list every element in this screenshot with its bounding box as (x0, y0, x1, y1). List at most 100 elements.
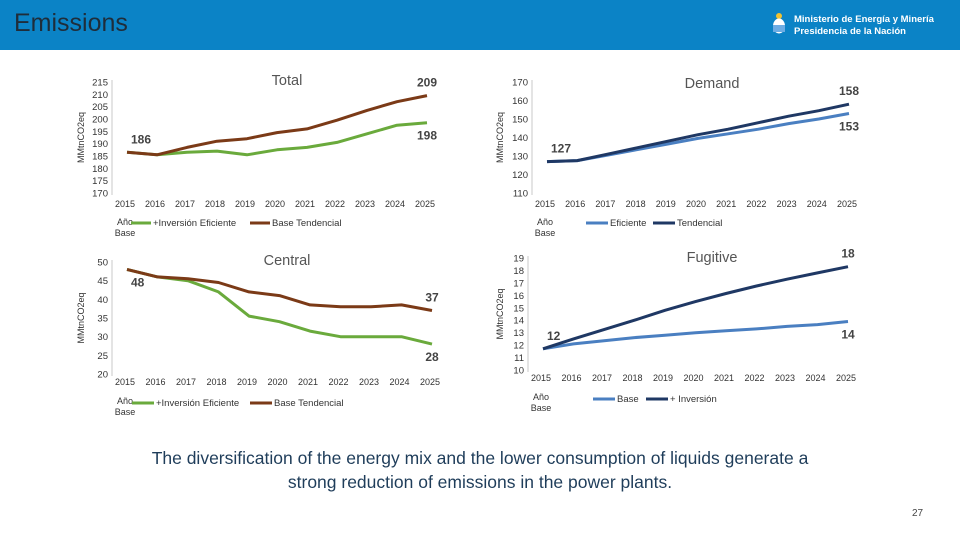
legend-label: Eficiente (610, 218, 646, 229)
header-bar: Emissions Ministerio de Energía y Minerí… (0, 0, 960, 50)
series-line-eficiente (546, 112, 850, 164)
y-tick-label: 190 (92, 139, 108, 150)
y-tick-label: 120 (512, 170, 528, 181)
x-tick-label: 2024 (385, 199, 405, 209)
page-title: Emissions (14, 9, 128, 37)
data-label: 158 (839, 84, 859, 98)
x-tick-label: 2017 (595, 199, 615, 209)
x-tick-label: 2015 (115, 199, 135, 209)
x-tick-label: 2022 (325, 199, 345, 209)
y-tick-label: 12 (513, 341, 524, 352)
x-tick-label: 2021 (716, 199, 736, 209)
x-tick-label: 2016 (561, 373, 581, 383)
data-label: 14 (841, 327, 855, 341)
series-line-tendencial (546, 102, 850, 164)
x-tick-label: 2024 (805, 373, 825, 383)
data-label: 28 (425, 350, 439, 364)
y-tick-label: 16 (513, 291, 524, 302)
legend-label: Base Tendencial (274, 398, 344, 409)
y-axis-label: MMtnCO2eq (76, 292, 86, 343)
x-tick-label: 2021 (298, 377, 318, 387)
x-tick-label: 2022 (744, 373, 764, 383)
y-tick-label: 15 (513, 303, 524, 314)
x-tick-label: 2016 (145, 377, 165, 387)
x-tick-label: 2019 (235, 199, 255, 209)
caption-line-1: The diversification of the energy mix an… (151, 448, 809, 468)
x-tick-label: 2022 (328, 377, 348, 387)
x-tick-label: 2019 (237, 377, 257, 387)
data-label: 18 (841, 247, 855, 261)
y-axis-label: MMtnCO2eq (76, 112, 86, 163)
y-tick-label: 130 (512, 152, 528, 163)
data-label: 153 (839, 119, 859, 133)
coat-of-arms-icon (773, 13, 785, 34)
y-tick-label: 160 (512, 96, 528, 107)
y-tick-label: 20 (97, 370, 108, 381)
y-tick-label: 185 (92, 152, 108, 163)
page-number: 27 (912, 508, 924, 519)
x-tick-sublabel: Base (531, 403, 552, 413)
y-tick-label: 175 (92, 176, 108, 187)
data-label: 209 (417, 76, 437, 90)
y-tick-label: 110 (513, 189, 528, 200)
x-tick-label: 2015 (115, 377, 135, 387)
y-tick-label: 150 (512, 115, 528, 126)
y-tick-label: 180 (92, 164, 108, 175)
legend-label: +Inversión Eficiente (153, 218, 236, 229)
data-label: 186 (131, 132, 151, 146)
y-tick-label: 45 (97, 276, 108, 287)
y-tick-label: 19 (513, 254, 524, 265)
x-tick-label: 2016 (145, 199, 165, 209)
x-tick-label: 2015 (531, 373, 551, 383)
series-line-base (542, 320, 849, 351)
y-tick-label: 170 (92, 189, 108, 200)
x-tick-label: 2020 (686, 199, 706, 209)
y-tick-label: 200 (92, 115, 108, 126)
caption: The diversification of the energy mix an… (80, 446, 880, 494)
series-line-inversi-n (542, 265, 849, 351)
data-label: 37 (425, 291, 439, 305)
x-tick-label: 2022 (746, 199, 766, 209)
x-tick-label: 2021 (295, 199, 315, 209)
x-tick-label: 2019 (653, 373, 673, 383)
chart-title: Central (264, 253, 311, 269)
x-tick-label: 2025 (415, 199, 435, 209)
x-tick-label: 2018 (626, 199, 646, 209)
x-tick-label: 2023 (355, 199, 375, 209)
legend-label: Base (617, 394, 639, 405)
legend-label: +Inversión Eficiente (156, 398, 239, 409)
x-tick-sublabel: Base (535, 228, 556, 238)
x-tick-label: 2016 (565, 199, 585, 209)
x-tick-label: 2017 (592, 373, 612, 383)
x-tick-label: 2019 (656, 199, 676, 209)
x-tick-sublabel: Base (115, 407, 136, 417)
y-tick-label: 13 (513, 328, 524, 339)
chart-title: Demand (685, 76, 740, 92)
y-axis-label: MMtnCO2eq (495, 288, 505, 339)
y-tick-label: 40 (97, 295, 108, 306)
x-tick-label: 2025 (420, 377, 440, 387)
chart-title: Total (272, 73, 303, 89)
y-tick-label: 140 (512, 133, 528, 144)
y-tick-label: 205 (92, 102, 108, 113)
chart-demand: 110 120 130 140 150 160 170 MMtnCO2eq 2015 2016 20… (495, 76, 859, 238)
y-tick-label: 195 (92, 127, 108, 138)
y-tick-label: 18 (513, 266, 524, 277)
x-tick-label: 2018 (622, 373, 642, 383)
x-tick-sublabel: Año (117, 396, 133, 406)
logo-line-1: Ministerio de Energía y Minería (794, 14, 934, 25)
series-line-base-tendencial (126, 268, 433, 312)
y-tick-label: 25 (97, 351, 108, 362)
y-axis-label: MMtnCO2eq (495, 112, 505, 163)
x-tick-label: 2017 (175, 199, 195, 209)
x-tick-label: 2021 (714, 373, 734, 383)
y-tick-label: 35 (97, 314, 108, 325)
data-label: 12 (547, 329, 561, 343)
y-tick-label: 11 (514, 353, 524, 364)
x-tick-sublabel: Año (533, 392, 549, 402)
x-tick-label: 2023 (775, 373, 795, 383)
y-tick-label: 210 (92, 90, 108, 101)
x-tick-sublabel: Base (115, 228, 136, 238)
logo-line-2: Presidencia de la Nación (794, 26, 906, 37)
